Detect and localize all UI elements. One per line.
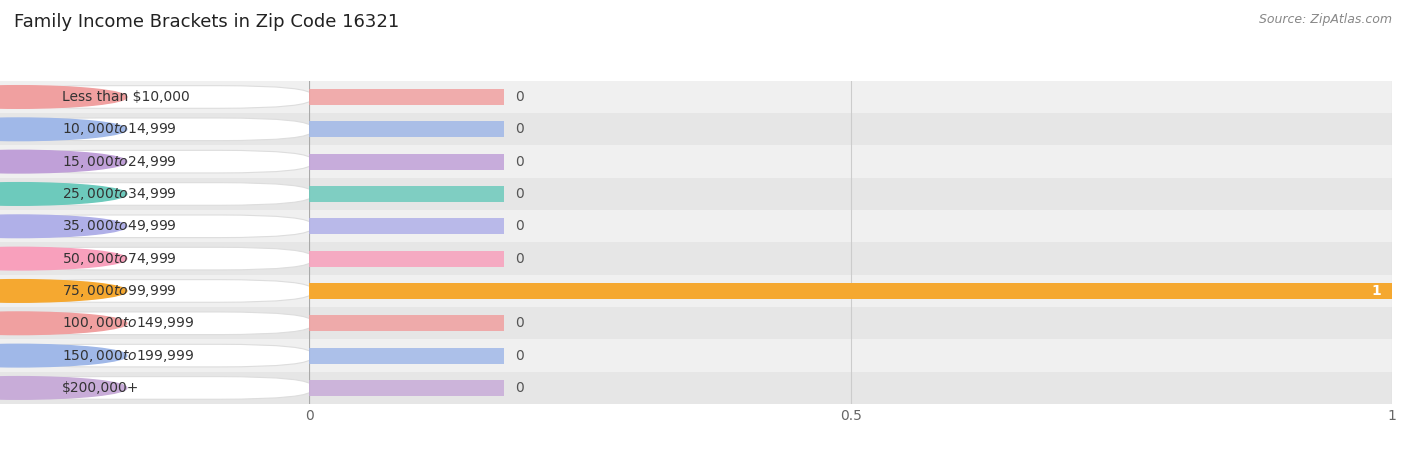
Text: $35,000 to $49,999: $35,000 to $49,999 — [62, 218, 177, 234]
Circle shape — [0, 215, 127, 238]
Bar — [309, 121, 505, 137]
Text: 0: 0 — [515, 122, 524, 136]
Text: 0: 0 — [515, 381, 524, 395]
FancyBboxPatch shape — [3, 183, 312, 205]
FancyBboxPatch shape — [3, 312, 312, 335]
Circle shape — [0, 152, 118, 171]
FancyBboxPatch shape — [3, 215, 312, 238]
Circle shape — [0, 379, 118, 397]
Circle shape — [0, 118, 127, 141]
Text: 0: 0 — [515, 219, 524, 233]
FancyBboxPatch shape — [3, 344, 312, 367]
Circle shape — [0, 280, 127, 302]
Bar — [309, 307, 1392, 339]
Circle shape — [0, 282, 118, 300]
Bar — [309, 315, 505, 331]
Bar — [0, 275, 309, 307]
Text: Family Income Brackets in Zip Code 16321: Family Income Brackets in Zip Code 16321 — [14, 13, 399, 31]
Circle shape — [0, 185, 118, 203]
Bar — [0, 210, 309, 242]
Circle shape — [0, 346, 118, 365]
Text: $15,000 to $24,999: $15,000 to $24,999 — [62, 154, 177, 170]
Bar — [309, 81, 1392, 113]
Text: 0: 0 — [515, 90, 524, 104]
Bar — [309, 275, 1392, 307]
Bar — [0, 81, 309, 113]
Text: $75,000 to $99,999: $75,000 to $99,999 — [62, 283, 177, 299]
Bar — [309, 145, 1392, 178]
Text: $25,000 to $34,999: $25,000 to $34,999 — [62, 186, 177, 202]
Bar — [309, 348, 505, 364]
Circle shape — [0, 150, 127, 173]
Circle shape — [0, 217, 118, 236]
Bar — [309, 218, 505, 234]
Text: $50,000 to $74,999: $50,000 to $74,999 — [62, 251, 177, 267]
Bar — [0, 339, 309, 372]
FancyBboxPatch shape — [3, 377, 312, 399]
Bar — [309, 339, 1392, 372]
Bar — [309, 242, 1392, 275]
Text: $200,000+: $200,000+ — [62, 381, 139, 395]
Text: Source: ZipAtlas.com: Source: ZipAtlas.com — [1258, 13, 1392, 26]
Bar — [309, 251, 505, 267]
Bar — [0, 372, 309, 404]
Circle shape — [0, 312, 127, 335]
Bar — [309, 380, 505, 396]
Text: 0: 0 — [515, 348, 524, 363]
Circle shape — [0, 249, 118, 268]
Bar — [309, 178, 1392, 210]
Circle shape — [0, 344, 127, 367]
Text: 0: 0 — [515, 187, 524, 201]
Bar — [0, 307, 309, 339]
FancyBboxPatch shape — [3, 118, 312, 141]
FancyBboxPatch shape — [3, 86, 312, 108]
Circle shape — [0, 120, 118, 139]
Text: 0: 0 — [515, 154, 524, 169]
Bar — [0, 145, 309, 178]
Bar — [309, 186, 505, 202]
Text: $150,000 to $199,999: $150,000 to $199,999 — [62, 348, 194, 364]
Text: 1: 1 — [1371, 284, 1381, 298]
Bar — [309, 113, 1392, 145]
Bar — [0, 178, 309, 210]
Bar — [0, 113, 309, 145]
Bar — [309, 372, 1392, 404]
Circle shape — [0, 314, 118, 333]
Text: 0: 0 — [515, 251, 524, 266]
Bar — [0, 242, 309, 275]
FancyBboxPatch shape — [3, 150, 312, 173]
Text: Less than $10,000: Less than $10,000 — [62, 90, 190, 104]
Circle shape — [0, 86, 127, 108]
Bar — [309, 283, 1392, 299]
Circle shape — [0, 88, 118, 106]
Circle shape — [0, 247, 127, 270]
Bar — [309, 89, 505, 105]
Text: $10,000 to $14,999: $10,000 to $14,999 — [62, 121, 177, 137]
Text: $100,000 to $149,999: $100,000 to $149,999 — [62, 315, 194, 331]
Bar — [309, 210, 1392, 242]
FancyBboxPatch shape — [3, 280, 312, 302]
Circle shape — [0, 183, 127, 205]
FancyBboxPatch shape — [3, 247, 312, 270]
Bar — [309, 154, 505, 170]
Circle shape — [0, 377, 127, 399]
Text: 0: 0 — [515, 316, 524, 330]
